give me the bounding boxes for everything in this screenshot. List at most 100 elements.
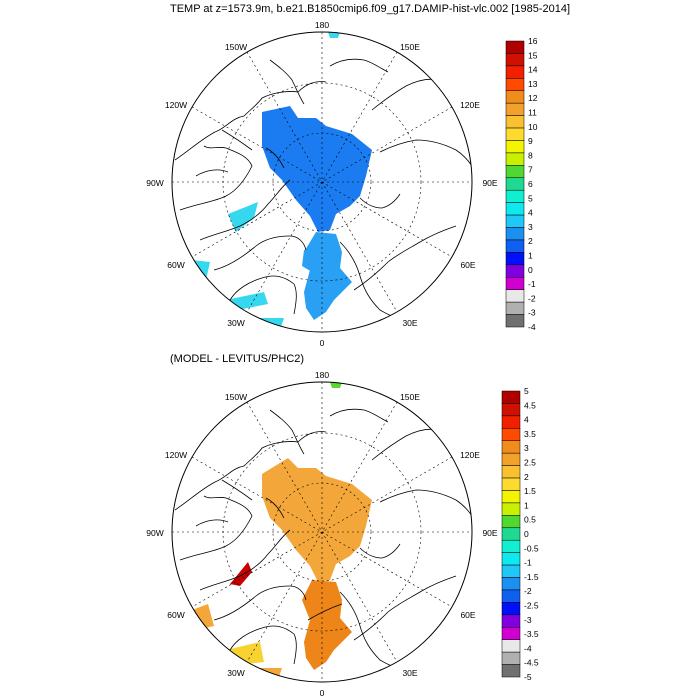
colorbar-tick-label: 0	[528, 265, 533, 275]
colorbar-swatch	[501, 390, 521, 404]
colorbar-swatch	[505, 202, 525, 216]
lon-label-60e: 60E	[460, 610, 475, 620]
colorbar-tick-label: 2	[528, 236, 533, 246]
colorbar-swatch	[501, 639, 521, 653]
field-arctic-basin-region	[262, 106, 372, 232]
colorbar-swatch	[505, 214, 525, 228]
lon-label-30e: 30E	[402, 318, 417, 328]
panel-1-boundary	[171, 31, 473, 333]
colorbar-swatch	[501, 627, 521, 640]
colorbar-swatch	[505, 140, 525, 154]
graticule	[172, 32, 472, 332]
lon-label-90w: 90W	[146, 178, 163, 188]
panel-1-map	[172, 32, 472, 332]
field-norwegian-sea-region	[304, 232, 352, 320]
lon-label-150w: 150W	[225, 392, 247, 402]
panel-1-lon-labels: 180 150W 150E 120W 120E 90W 90E 60W 60E …	[146, 20, 498, 348]
colorbar-tick-label: 1	[528, 251, 533, 261]
colorbar-tick-label: 5	[528, 193, 533, 203]
colorbar-tick-label: 14	[528, 65, 538, 75]
colorbar-tick-label: 15	[528, 50, 538, 60]
diff-atlantic-region	[226, 642, 264, 666]
colorbar-tick-label: 3	[528, 222, 533, 232]
lon-label-60w: 60W	[167, 260, 184, 270]
lon-label-120e: 120E	[460, 450, 480, 460]
lon-label-150e: 150E	[400, 392, 420, 402]
lon-label-90e: 90E	[482, 178, 497, 188]
colorbar-tick-label: 4.5	[524, 400, 536, 410]
colorbar-swatch	[501, 440, 521, 454]
colorbar-swatch	[505, 90, 525, 104]
colorbar-tick-label: 10	[528, 122, 538, 132]
colorbar-swatch	[505, 177, 525, 191]
colorbar-swatch	[505, 289, 525, 303]
lon-label-150w: 150W	[225, 42, 247, 52]
lon-label-120w: 120W	[165, 100, 187, 110]
colorbar-swatch	[501, 403, 521, 417]
field-greenland-sea-region	[302, 248, 320, 272]
diff-atlantic-south-region	[254, 668, 282, 680]
colorbar-swatch	[505, 277, 525, 290]
diff-labrador-region	[230, 562, 252, 586]
colorbar-tick-label: -5	[524, 672, 532, 682]
colorbar-swatch	[505, 165, 525, 179]
diff-bering-region	[330, 382, 342, 388]
colorbar-tick-label: -3	[524, 615, 532, 625]
colorbar-tick-label: 9	[528, 136, 533, 146]
colorbar-swatch	[501, 465, 521, 479]
colorbar-tick-label: 2.5	[524, 458, 536, 468]
lon-label-30w: 30W	[227, 318, 244, 328]
colorbar-swatch	[505, 301, 525, 315]
field-bering-region	[328, 32, 340, 38]
diff-arctic-basin-region	[262, 458, 372, 582]
colorbar-tick-label: 11	[528, 108, 537, 118]
colorbar-tick-label: 3.5	[524, 429, 536, 439]
colorbar-swatch	[501, 452, 521, 466]
colorbar-tick-label: 2	[524, 472, 529, 482]
colorbar-tick-label: -3	[528, 308, 536, 318]
colorbar-swatch	[505, 40, 525, 54]
colorbar-swatch	[501, 564, 521, 578]
lon-label-150e: 150E	[400, 42, 420, 52]
colorbar-tick-label: -2	[528, 293, 536, 303]
lon-label-0: 0	[320, 688, 325, 698]
panel-2-lon-labels: 180 150W 150E 120W 120E 90W 90E 60W 60E …	[146, 370, 498, 698]
colorbar-swatch	[501, 589, 521, 603]
colorbar-swatch	[505, 252, 525, 266]
colorbar-tick-label: 5	[524, 386, 529, 396]
colorbar-swatch	[501, 428, 521, 441]
panel-1-title: TEMP at z=1573.9m, b.e21.B1850cmip6.f09_…	[170, 3, 571, 15]
panel-2-boundary	[171, 381, 473, 683]
lon-label-120w: 120W	[165, 450, 187, 460]
colorbar-swatch	[501, 651, 521, 665]
colorbar-swatch	[501, 552, 521, 566]
colorbar-swatch	[505, 227, 525, 241]
lon-label-60w: 60W	[167, 610, 184, 620]
colorbar-swatch	[501, 539, 521, 553]
colorbar-tick-label: 1.5	[524, 486, 536, 496]
colorbar-tick-label: 1	[524, 500, 529, 510]
diff-irminger-region	[192, 604, 214, 630]
field-atlantic-region	[226, 292, 268, 310]
panel-2-colorbar: 5 4.5 4 3.5 3 2.5 2 1.5 1 0.5 0 -0.5 -1 -1.5 -2 -2.5 -3 -…	[501, 386, 539, 682]
colorbar-tick-label: 3	[524, 443, 529, 453]
colorbar-swatch	[505, 53, 525, 67]
colorbar-swatch	[505, 115, 525, 129]
colorbar-swatch	[501, 527, 521, 541]
graticule-2	[172, 382, 472, 682]
colorbar-tick-label: -1.5	[524, 572, 539, 582]
coastlines	[174, 58, 472, 323]
colorbar-tick-label: 4	[524, 415, 529, 425]
diff-norwegian-sea-region	[302, 580, 352, 670]
colorbar-swatch	[505, 78, 525, 91]
coastlines-2	[174, 408, 472, 673]
colorbar-tick-label: 0	[524, 529, 529, 539]
field-atlantic-south-region	[256, 318, 284, 330]
colorbar-tick-label: -4	[528, 322, 536, 332]
colorbar-tick-label: 4	[528, 208, 533, 218]
colorbar-swatch	[505, 65, 525, 79]
colorbar-tick-label: 16	[528, 36, 538, 46]
colorbar-tick-label: -4	[524, 643, 532, 653]
